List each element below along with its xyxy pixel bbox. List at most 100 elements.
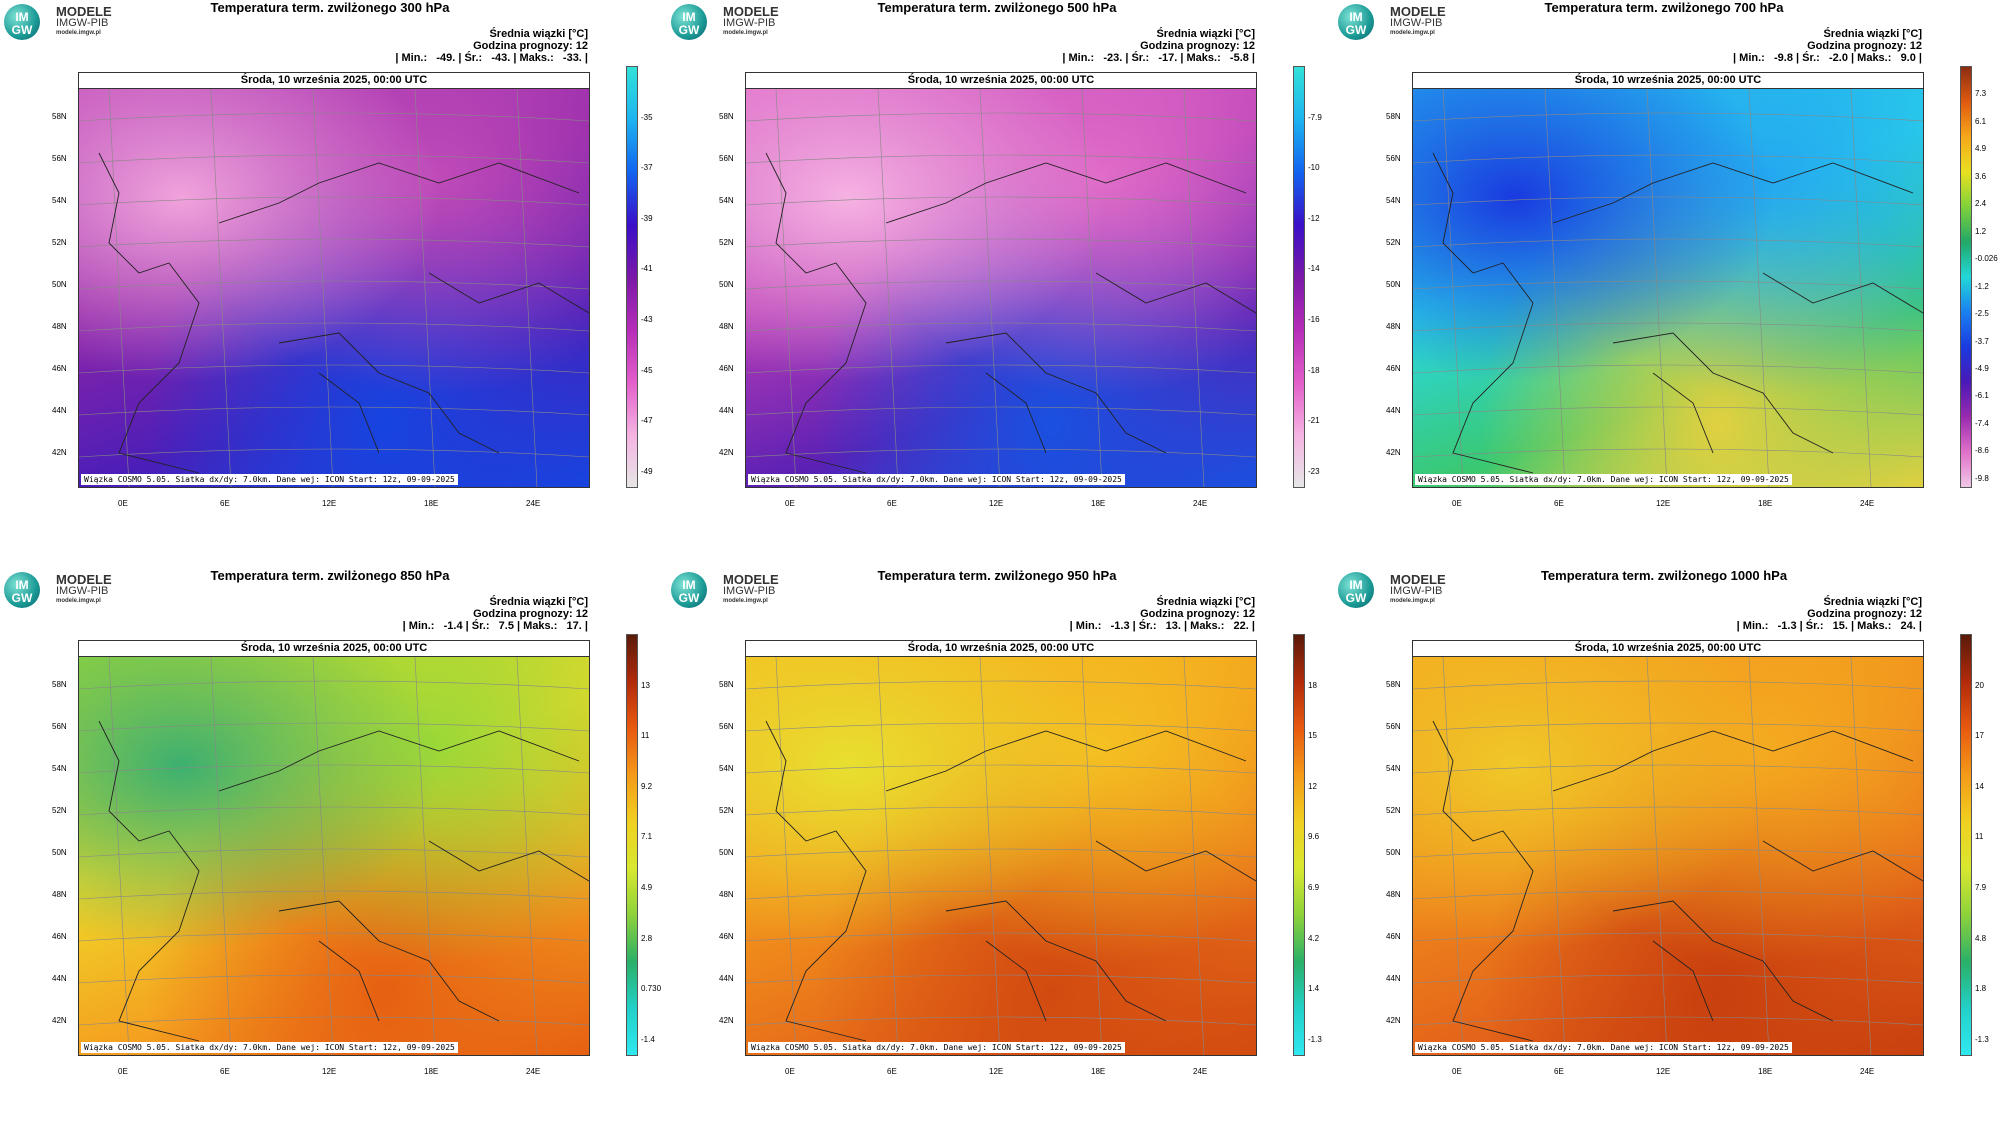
latitude-label: 44N — [719, 974, 734, 983]
longitude-gridline — [414, 88, 436, 487]
logo-text: modele.imgw.pl — [1390, 30, 1435, 36]
latitude-label: 42N — [719, 1016, 734, 1025]
latitude-label: 56N — [1386, 154, 1401, 163]
temperature-map[interactable]: Środa, 10 września 2025, 00:00 UTC Wiązka… — [1412, 640, 1924, 1056]
valid-date: Środa, 10 września 2025, 00:00 UTC — [1413, 73, 1923, 89]
longitude-label: 12E — [1656, 499, 1671, 508]
imgw-logo[interactable]: IM GW MODELE IMGW-PIB modele.imgw.pl — [4, 2, 124, 42]
longitude-label: 6E — [1554, 499, 1564, 508]
longitude-label: 18E — [1758, 499, 1773, 508]
info-line: Średnia wiązki [°C] — [1156, 28, 1255, 40]
latitude-label: 50N — [52, 848, 67, 857]
color-scale — [1960, 634, 1972, 1056]
latitude-label: 52N — [52, 806, 67, 815]
info-line: Godzina prognozy: 12 — [1807, 608, 1922, 620]
map-overlay — [746, 656, 1256, 1055]
latitude-gridline — [1413, 1016, 1923, 1026]
info-line: Godzina prognozy: 12 — [1140, 40, 1255, 52]
latitude-label: 42N — [52, 448, 67, 457]
latitude-gridline — [79, 112, 589, 122]
latitude-gridline — [1413, 806, 1923, 816]
color-scale-tick: 6.1 — [1975, 116, 1987, 126]
latitude-gridline — [79, 848, 589, 858]
latitude-gridline — [1413, 154, 1923, 164]
longitude-gridline — [108, 656, 130, 1055]
color-scale-tick: -12 — [1308, 213, 1320, 223]
longitude-label: 12E — [989, 1067, 1004, 1076]
latitude-label: 56N — [719, 722, 734, 731]
latitude-gridline — [79, 280, 589, 290]
latitude-label: 48N — [1386, 890, 1401, 899]
temperature-map[interactable]: Środa, 10 września 2025, 00:00 UTC Wiązka… — [745, 72, 1257, 488]
longitude-gridline — [1646, 88, 1668, 487]
longitude-gridline — [1544, 88, 1566, 487]
country-borders — [765, 152, 1256, 474]
logo-text: IMGW-PIB — [723, 585, 776, 597]
color-scale-tick: -49 — [641, 466, 653, 476]
temperature-map[interactable]: Środa, 10 września 2025, 00:00 UTC Wiązka… — [78, 72, 590, 488]
color-scale-tick: -16 — [1308, 315, 1320, 324]
color-scale — [1293, 66, 1305, 488]
info-line: Średnia wiązki [°C] — [1156, 596, 1255, 608]
longitude-label: 18E — [1091, 1067, 1106, 1076]
latitude-label: 42N — [719, 448, 734, 457]
longitude-label: 24E — [526, 1067, 541, 1076]
longitude-label: 18E — [424, 499, 439, 508]
longitude-gridline — [775, 656, 797, 1055]
color-scale-tick: -1.3 — [1308, 1034, 1322, 1044]
latitude-label: 44N — [52, 974, 67, 983]
longitude-gridline — [979, 656, 1001, 1055]
logo-text: modele.imgw.pl — [1390, 598, 1435, 604]
logo-text: IMGW-PIB — [723, 17, 776, 29]
latitude-label: 50N — [719, 848, 734, 857]
longitude-gridline — [1850, 656, 1872, 1055]
color-scale-tick: -23 — [1308, 466, 1320, 476]
latitude-gridline — [746, 848, 1256, 858]
map-overlay — [746, 88, 1256, 487]
latitude-label: 52N — [719, 238, 734, 247]
latitude-label: 50N — [719, 280, 734, 289]
temperature-map[interactable]: Środa, 10 września 2025, 00:00 UTC Wiązka… — [78, 640, 590, 1056]
logo-text: IMGW-PIB — [56, 585, 109, 597]
imgw-logo[interactable]: IM GW MODELE IMGW-PIB modele.imgw.pl — [1338, 570, 1458, 610]
latitude-label: 44N — [1386, 406, 1401, 415]
color-scale-tick: -1.4 — [641, 1034, 655, 1044]
latitude-label: 58N — [719, 680, 734, 689]
latitude-gridline — [1413, 764, 1923, 774]
latitude-gridline — [746, 322, 1256, 332]
model-footer: Wiązka COSMO 5.05. Siatka dx/dy: 7.0km. … — [748, 1042, 1125, 1053]
imgw-logo[interactable]: IM GW MODELE IMGW-PIB modele.imgw.pl — [4, 570, 124, 610]
latitude-gridline — [1413, 364, 1923, 374]
info-line: Średnia wiązki [°C] — [489, 28, 588, 40]
latitude-gridline — [746, 1016, 1256, 1026]
imgw-logo[interactable]: IM GW MODELE IMGW-PIB modele.imgw.pl — [671, 2, 791, 42]
longitude-label: 0E — [118, 499, 128, 508]
longitude-gridline — [414, 656, 436, 1055]
color-scale-tick: -1.3 — [1975, 1034, 1989, 1044]
imgw-logo[interactable]: IM GW MODELE IMGW-PIB modele.imgw.pl — [671, 570, 791, 610]
latitude-label: 50N — [1386, 848, 1401, 857]
latitude-label: 52N — [719, 806, 734, 815]
longitude-label: 24E — [1860, 1067, 1875, 1076]
longitude-gridline — [979, 88, 1001, 487]
color-scale-tick: 7.9 — [1975, 883, 1987, 892]
latitude-gridline — [1413, 848, 1923, 858]
imgw-logo[interactable]: IM GW MODELE IMGW-PIB modele.imgw.pl — [1338, 2, 1458, 42]
valid-date: Środa, 10 września 2025, 00:00 UTC — [79, 73, 589, 89]
imgw-logo-icon: IM GW — [4, 572, 40, 608]
color-scale — [626, 634, 638, 1056]
latitude-label: 58N — [1386, 680, 1401, 689]
map-panel: IM GW MODELE IMGW-PIB modele.imgw.pl Temperat… — [667, 568, 1333, 1136]
latitude-gridline — [1413, 280, 1923, 290]
latitude-label: 42N — [1386, 1016, 1401, 1025]
temperature-map[interactable]: Środa, 10 września 2025, 00:00 UTC Wiązka… — [1412, 72, 1924, 488]
info-line: Godzina prognozy: 12 — [1807, 40, 1922, 52]
map-overlay — [1413, 88, 1923, 487]
latitude-gridline — [1413, 974, 1923, 984]
latitude-label: 54N — [1386, 764, 1401, 773]
color-scale-tick: -47 — [641, 416, 653, 426]
longitude-gridline — [210, 656, 232, 1055]
latitude-label: 46N — [1386, 364, 1401, 373]
temperature-map[interactable]: Środa, 10 września 2025, 00:00 UTC Wiązka… — [745, 640, 1257, 1056]
info-line: Średnia wiązki [°C] — [1823, 28, 1922, 40]
